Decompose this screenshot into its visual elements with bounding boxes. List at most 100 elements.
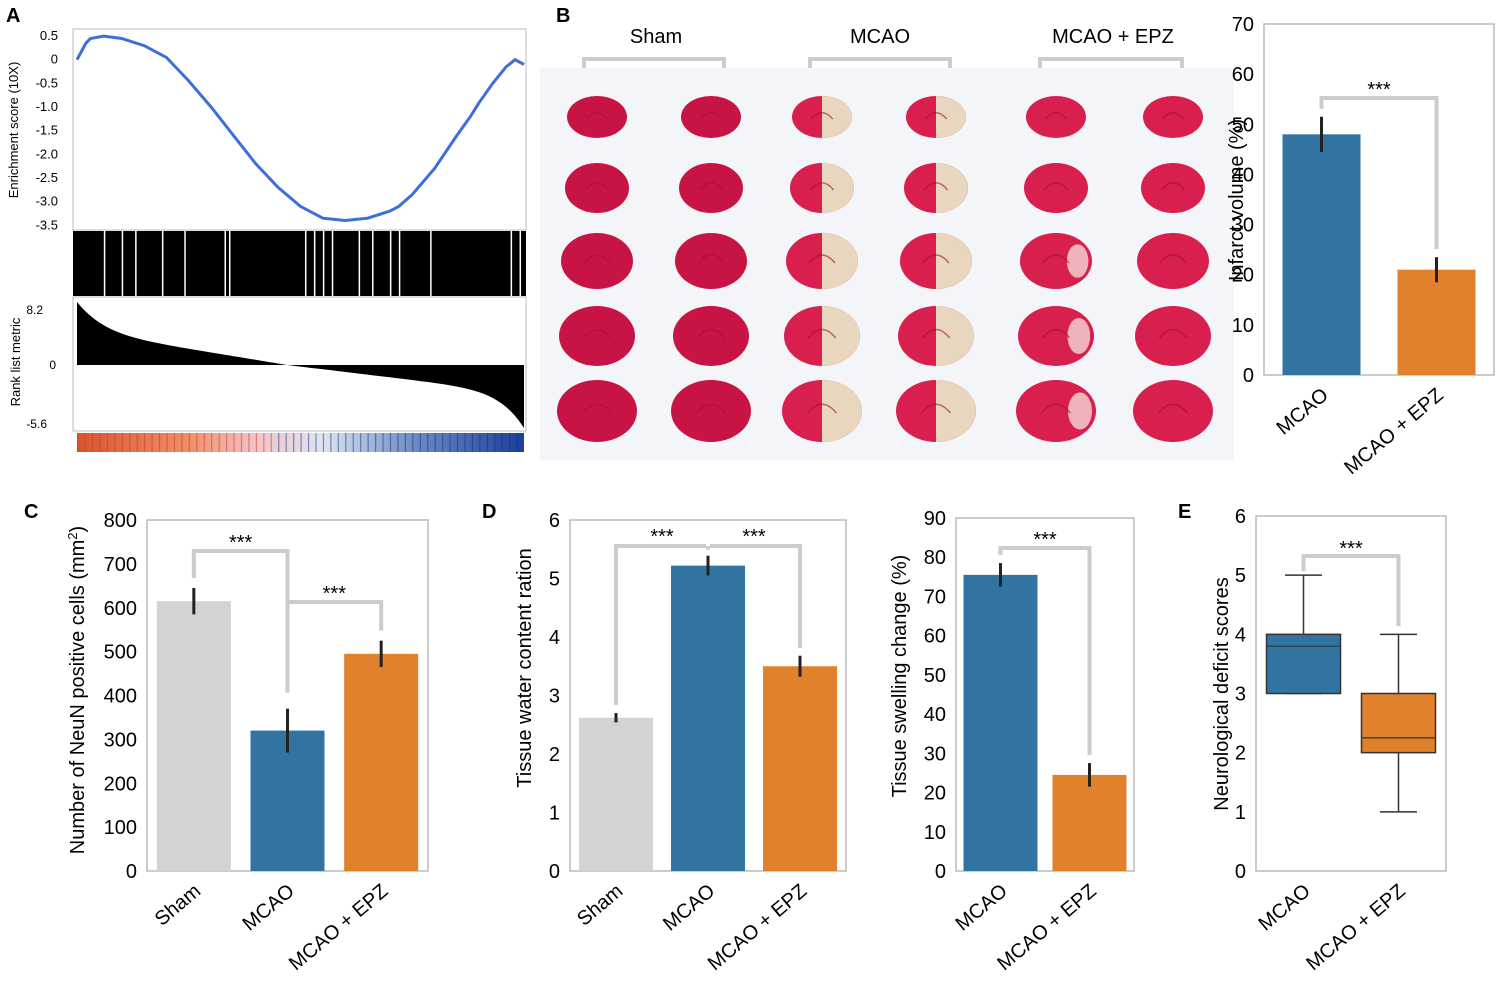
ytick-label: 5 <box>549 569 560 591</box>
gene-hit-barcode <box>73 231 526 296</box>
brain-slice <box>671 380 751 442</box>
panel-label-d: D <box>482 501 496 523</box>
bar-mcao-epz <box>763 666 837 871</box>
hit-gap <box>389 231 392 296</box>
y-axis-label: Tissue swelling change (%) <box>889 555 911 798</box>
bar-mcao <box>963 574 1038 871</box>
hit-gap <box>161 231 164 296</box>
heatmap-stripe <box>77 433 79 452</box>
gsea-ylabel: Enrichment score (10X) <box>6 62 21 199</box>
heatmap-stripe <box>516 433 518 452</box>
hit-gap <box>184 231 186 296</box>
infarct-region <box>936 233 972 289</box>
heatmap-stripe <box>91 433 94 452</box>
ytick-label: 500 <box>104 642 137 664</box>
hit-gap <box>510 231 513 296</box>
significance-label: *** <box>742 526 766 548</box>
brain-slice <box>675 233 747 289</box>
y-axis-label: Infarct volume (%) <box>1226 119 1248 281</box>
gsea-ytick: -3.0 <box>36 194 58 209</box>
heatmap-stripe <box>121 433 123 452</box>
heatmap-stripe <box>188 433 190 452</box>
heatmap-stripe <box>158 433 161 452</box>
ytick-label: 300 <box>104 729 137 751</box>
plot-frame <box>955 517 1135 872</box>
bar-sham <box>579 717 653 871</box>
slice-detail <box>923 182 949 191</box>
gsea-ytick: -2.0 <box>36 146 58 161</box>
heatmap-stripe <box>255 433 257 452</box>
slice-detail <box>1160 182 1186 191</box>
heatmap-stripe <box>300 433 302 452</box>
bar-sham <box>156 601 231 871</box>
panel-label-a: A <box>6 5 20 27</box>
ytick-label: 400 <box>104 686 137 708</box>
group-bracket-sham <box>582 57 726 69</box>
heatmap-stripe <box>509 433 511 452</box>
heatmap-stripe <box>106 433 108 452</box>
xtick-label: MCAO <box>239 880 299 935</box>
gsea-ytick: -3.5 <box>36 217 58 232</box>
heatmap-stripe <box>114 433 116 452</box>
ytick-label: 60 <box>1232 64 1254 86</box>
hit-gap <box>331 231 334 296</box>
ytick-label: 90 <box>924 508 946 530</box>
ytick-label: 0 <box>935 861 946 883</box>
group-label-sham: Sham <box>630 26 682 48</box>
hit-gap <box>358 231 361 296</box>
heatmap-stripe <box>144 433 146 452</box>
hit-gap <box>372 231 374 296</box>
infarct-region <box>936 96 966 138</box>
bar-mcao <box>671 565 745 871</box>
group-label-mcao: MCAO <box>850 26 910 48</box>
slice-detail <box>807 328 837 339</box>
slice-detail <box>922 254 950 264</box>
heatmap-stripe <box>464 433 466 452</box>
box-mcao-epz <box>1360 692 1437 754</box>
brain-slice <box>557 380 637 442</box>
heatmap-stripe <box>248 433 250 452</box>
rank-metric-frame <box>72 296 527 432</box>
enrichment-score-line <box>75 34 525 223</box>
hit-gap <box>228 231 231 296</box>
group-label-mcao-epz: MCAO + EPZ <box>1052 26 1174 48</box>
slice-detail <box>924 112 948 120</box>
gsea-ytick: 0 <box>51 52 58 67</box>
heatmap-stripe <box>270 433 272 452</box>
ytick-label: 60 <box>924 626 946 648</box>
ytick-label: 200 <box>104 773 137 795</box>
ytick-label: 2 <box>1235 743 1246 765</box>
slice-detail <box>585 112 609 120</box>
heatmap-stripe <box>337 433 339 452</box>
heatmap-stripe <box>129 433 131 452</box>
panel-a-gsea: 0.5 0 -0.5 -1.0 -1.5 -2.0 -2.5 -3.0 -3.5 Enrichm… <box>6 28 527 452</box>
heatmap-stripe <box>456 433 459 452</box>
slice-detail <box>584 182 610 191</box>
brain-slice-grid <box>557 96 1213 442</box>
ylabel-sup: 2 <box>65 532 80 539</box>
slice-detail <box>1041 328 1071 339</box>
gsea-ytick: 0.5 <box>40 28 58 43</box>
heatmap-stripe <box>278 433 280 452</box>
ytick-label: 0 <box>549 861 560 883</box>
ytick-label: 30 <box>1232 215 1254 237</box>
ytick-label: 800 <box>104 510 137 532</box>
ylabel-end: ) <box>67 526 89 533</box>
xtick-label: Sham <box>151 880 205 930</box>
ytick-label: 0 <box>126 861 137 883</box>
slice-photo-background <box>540 68 1234 460</box>
heatmap-stripe <box>486 433 488 452</box>
ytick-label: 700 <box>104 554 137 576</box>
hit-gap <box>519 231 522 296</box>
heatmap-stripe <box>442 433 444 452</box>
slice-detail <box>1042 254 1070 264</box>
heatmap-stripe <box>218 433 220 452</box>
heatmap-stripe <box>345 433 347 452</box>
heatmap-stripe <box>211 433 213 452</box>
heatmap-stripe <box>479 433 481 452</box>
significance-bracket <box>614 544 706 706</box>
ytick-label: 6 <box>549 510 560 532</box>
heatmap-stripe <box>471 433 474 452</box>
